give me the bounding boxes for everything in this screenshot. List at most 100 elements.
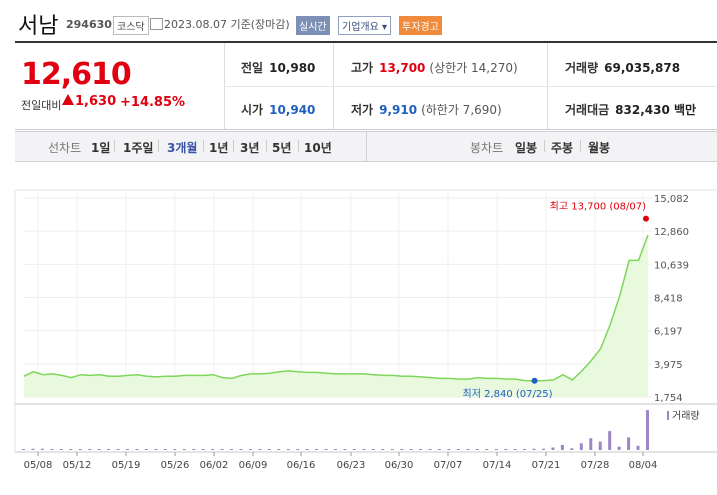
volume-bar (485, 449, 489, 450)
chevron-down-icon: ▾ (382, 22, 388, 33)
volume-bar (532, 448, 536, 450)
volume-bar (324, 449, 328, 450)
x-tick-label: 06/02 (200, 460, 229, 471)
x-tick-label: 06/23 (337, 460, 366, 471)
volume-bar (201, 449, 205, 450)
volume-bar (570, 448, 574, 450)
y-tick-label: 15,082 (654, 194, 689, 205)
tab-weekly[interactable]: 주봉 (551, 141, 574, 155)
max-marker (643, 215, 649, 222)
volume-bar (97, 449, 101, 450)
volume-bar (494, 449, 498, 450)
divider (224, 86, 717, 87)
volume-bar (589, 438, 593, 450)
volume-bar (419, 449, 423, 450)
tab-daily[interactable]: 일봉 (515, 141, 538, 155)
volume-bar (40, 448, 44, 450)
stock-name: 서남 (18, 14, 59, 39)
x-tick-label: 06/30 (385, 460, 414, 471)
price-chart[interactable]: 15,082 12,860 10,639 8,418 6,197 3,975 1,754 05… (0, 160, 717, 495)
tab-3y[interactable]: 3년 (240, 141, 260, 155)
y-tick-label: 12,860 (654, 227, 689, 238)
y-tick-label: 3,975 (654, 360, 683, 371)
volume-bar (438, 449, 441, 450)
volume-bar (456, 449, 460, 450)
price-line (23, 234, 649, 382)
tab-5y[interactable]: 5년 (272, 141, 292, 155)
volume-bar (371, 449, 375, 450)
tab-1d[interactable]: 1일 (91, 141, 111, 155)
volume-bar (267, 449, 271, 450)
volume-bar (277, 449, 281, 450)
tab-1y[interactable]: 1년 (209, 141, 229, 155)
volume-bar (116, 449, 120, 450)
volume-bar (362, 449, 366, 450)
x-tick-label: 07/28 (581, 460, 610, 471)
min-label: 최저 2,840 (07/25) (463, 388, 553, 400)
corp-overview-dropdown[interactable]: 기업개요 ▾ (338, 16, 392, 35)
x-tick-label: 05/12 (63, 460, 92, 471)
line-chart-label: 선차트 (48, 141, 82, 155)
price-change: 1,630 (62, 94, 116, 109)
volume-bar (31, 448, 35, 450)
volume-bar (617, 446, 621, 450)
volume-bar (352, 449, 356, 450)
y-tick-label: 1,754 (654, 393, 683, 404)
volume-bar (248, 449, 252, 450)
volume-bar (258, 449, 262, 450)
volume-bar (560, 444, 564, 450)
tab-10y[interactable]: 10년 (304, 141, 332, 155)
min-marker (531, 377, 538, 384)
volume-bar (107, 449, 111, 450)
volume-bar (627, 437, 631, 450)
volume-bar (144, 449, 148, 450)
current-price: 12,610 (21, 57, 132, 92)
y-tick-label: 8,418 (654, 294, 683, 305)
volume-bar (466, 449, 470, 450)
volume-bar (22, 449, 25, 450)
volume-bar (504, 449, 508, 450)
price-box: 12,610 전일대비 1,630 +14.85% (15, 43, 225, 129)
market-badge: 코스닥 (113, 16, 149, 35)
low-price: 저가 9,910 (하한가 7,690) (351, 103, 502, 117)
x-tick-label: 05/19 (112, 460, 141, 471)
y-tick-label: 10,639 (654, 260, 689, 271)
stock-code: 294630 (66, 18, 112, 31)
volume-bar (78, 449, 82, 450)
quote-date: 2023.08.07 기준(장마감) (164, 18, 290, 31)
prev-close: 전일 10,980 (241, 61, 316, 75)
calendar-icon (150, 18, 163, 30)
volume-bar (447, 449, 451, 450)
quote-panel: 12,610 전일대비 1,630 +14.85% 전일 10,980 고가 13,… (15, 43, 717, 130)
x-tick-label: 06/16 (287, 460, 316, 471)
volume-bar (182, 449, 186, 450)
volume-bar (135, 449, 139, 450)
volume-bar (305, 449, 309, 450)
x-tick-label: 08/04 (629, 460, 658, 471)
tab-monthly[interactable]: 월봉 (588, 141, 611, 155)
y-tick-label: 6,197 (654, 327, 683, 338)
volume: 거래량 69,035,878 (565, 61, 681, 75)
volume-bar (334, 449, 337, 450)
chart-tab-bar: 선차트 1일 1주일 3개월 1년 3년 5년 10년 봉차트 일봉 주봉 월봉 (15, 131, 717, 162)
x-tick-label: 07/07 (434, 460, 463, 471)
volume-bar (523, 449, 527, 450)
volume-bar (636, 445, 640, 450)
price-area (24, 234, 648, 397)
volume-bar (220, 449, 224, 450)
volume-label: 거래량 (672, 410, 700, 422)
tab-1w[interactable]: 1주일 (123, 141, 154, 155)
volume-bar (409, 449, 413, 450)
volume-bar (88, 449, 92, 450)
tab-3m[interactable]: 3개월 (167, 141, 198, 155)
volume-bar (390, 449, 394, 450)
volume-bar (542, 448, 545, 450)
realtime-button[interactable]: 실시간 (296, 16, 330, 35)
volume-bar (646, 410, 649, 450)
x-tick-label: 07/14 (483, 460, 512, 471)
x-tick-label: 05/08 (24, 460, 53, 471)
divider (366, 132, 367, 161)
change-percent: +14.85% (120, 95, 186, 110)
open-price: 시가 10,940 (241, 103, 316, 117)
price-chart-svg: 15,082 12,860 10,639 8,418 6,197 3,975 1,754 05… (14, 189, 717, 471)
